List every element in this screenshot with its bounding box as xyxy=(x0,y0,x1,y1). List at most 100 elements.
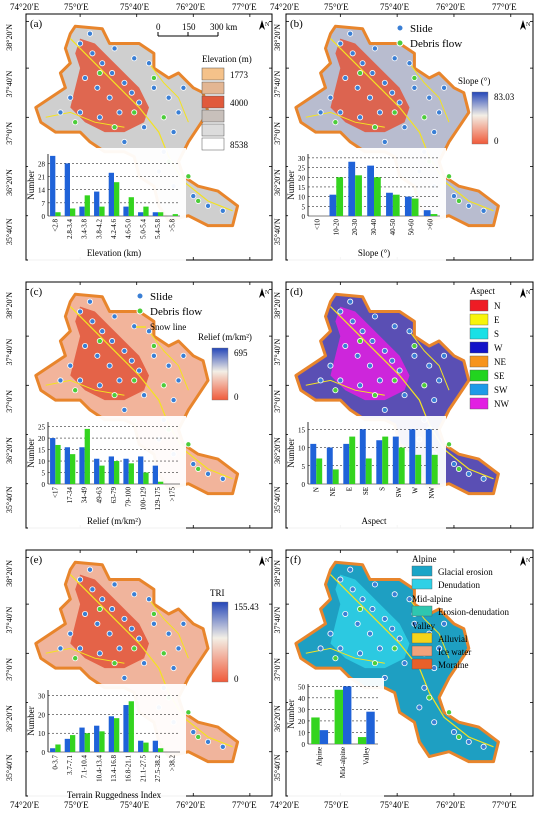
slide-marker xyxy=(349,318,356,325)
panel-label: (e) xyxy=(30,554,43,566)
slide-marker xyxy=(337,645,344,652)
bar xyxy=(55,744,61,752)
x-axis-label: Terrain Ruggedness Index xyxy=(67,790,162,800)
bar xyxy=(172,214,178,216)
slide-marker xyxy=(141,392,148,399)
mid-axis-label: 37°40′N xyxy=(273,607,282,634)
debris-marker xyxy=(150,610,157,617)
legend-value: 4000 xyxy=(230,98,249,108)
debris-marker xyxy=(160,114,167,121)
bar xyxy=(79,727,85,752)
x-tick-label: 4.6-5.0 xyxy=(125,219,133,239)
x-tick-label: 3.8-4.2 xyxy=(95,219,103,239)
landform-swatch xyxy=(411,632,433,644)
scale-label: 300 km xyxy=(210,22,237,32)
mid-axis-label: 35°40′N xyxy=(273,486,282,513)
bar xyxy=(423,210,431,216)
river-line xyxy=(69,38,233,212)
river-line xyxy=(69,306,233,480)
left-axis-label: 35°40′N xyxy=(5,486,14,513)
slide-marker xyxy=(406,328,413,335)
bar xyxy=(143,472,149,484)
slide-marker xyxy=(359,60,366,67)
bar xyxy=(94,725,100,752)
panel-e: (e) N TRI 155.43 0 0 10 20 30 0-3.7 3.7-7.1 7.1-10.… xyxy=(25,549,273,806)
bar xyxy=(357,737,367,744)
slide-marker xyxy=(121,79,128,86)
bar xyxy=(138,740,144,752)
landform-label: Denudation xyxy=(438,580,480,590)
slide-marker xyxy=(465,738,472,745)
slide-marker xyxy=(136,99,143,106)
slide-marker xyxy=(337,40,344,47)
debris-marker xyxy=(371,124,378,131)
debris-marker xyxy=(185,441,192,448)
mid-axis-label: 38°20′N xyxy=(273,24,282,51)
y-tick-label: 14 xyxy=(38,187,46,195)
slide-marker xyxy=(371,45,378,52)
y-tick-label: 30 xyxy=(38,693,46,701)
left-axis-label: 35°40′N xyxy=(5,754,14,781)
debris-marker xyxy=(455,197,462,204)
bar xyxy=(326,447,333,484)
high-zone xyxy=(70,306,149,401)
x-tick-label: 10-20 xyxy=(332,219,340,236)
x-tick-label: Valley xyxy=(362,747,370,765)
slide-marker xyxy=(131,55,138,62)
slide-marker xyxy=(357,382,364,389)
slide-marker xyxy=(337,377,344,384)
slide-marker xyxy=(369,70,376,77)
bottom-axis-label: 75°40′E xyxy=(120,800,150,810)
slide-marker xyxy=(354,84,361,91)
slide-marker xyxy=(57,645,64,652)
legend-slide: Slide xyxy=(410,23,433,35)
ramp-max: 155.43 xyxy=(234,602,259,612)
slide-marker xyxy=(219,743,226,750)
landform-label: Glacial erosion xyxy=(438,567,493,577)
aspect-swatch xyxy=(469,355,489,368)
slide-marker xyxy=(389,625,396,632)
y-axis-label: Number xyxy=(286,699,296,729)
slide-marker xyxy=(441,84,448,91)
bar xyxy=(329,194,337,216)
scale-label: 0 xyxy=(156,22,161,32)
bar xyxy=(128,197,134,216)
slide-marker xyxy=(431,719,438,726)
mid-axis-label: 35°40′N xyxy=(273,218,282,245)
bar xyxy=(430,214,438,216)
debris-marker xyxy=(195,465,202,472)
aspect-swatch xyxy=(469,397,489,410)
north-label: N xyxy=(526,558,531,564)
slide-marker xyxy=(376,109,383,116)
top-axis-label: 77°0′E xyxy=(232,2,257,12)
slide-marker xyxy=(450,461,457,468)
x-tick-label: <10 xyxy=(313,219,321,230)
bar xyxy=(138,456,144,484)
debris-marker xyxy=(446,441,453,448)
x-tick-label: NE xyxy=(329,487,337,496)
slide-marker xyxy=(128,625,135,632)
debris-marker xyxy=(332,655,339,662)
north-label: N xyxy=(526,22,531,28)
bar xyxy=(114,461,120,484)
slide-marker xyxy=(77,109,84,116)
slide-marker xyxy=(67,94,74,101)
legend-slide: Slide xyxy=(150,291,173,303)
slide-marker xyxy=(391,323,398,330)
y-tick-label: 10 xyxy=(298,445,306,453)
slide-marker xyxy=(450,729,457,736)
x-tick-label: E xyxy=(345,487,353,491)
bar xyxy=(404,196,412,216)
north-arrow-icon xyxy=(259,556,265,566)
river-line xyxy=(45,111,125,128)
x-tick-label: Alpine xyxy=(316,747,324,766)
bottom-axis-label: 76°20′E xyxy=(176,800,206,810)
y-axis-label: Number xyxy=(286,170,296,200)
bottom-axis-label: 75°0′E xyxy=(324,800,349,810)
y-tick-label: 0 xyxy=(42,481,46,489)
slide-marker xyxy=(145,596,152,603)
slide-marker xyxy=(366,630,373,637)
mid-axis-label: 37°0′N xyxy=(273,658,282,681)
slide-marker xyxy=(94,84,101,91)
